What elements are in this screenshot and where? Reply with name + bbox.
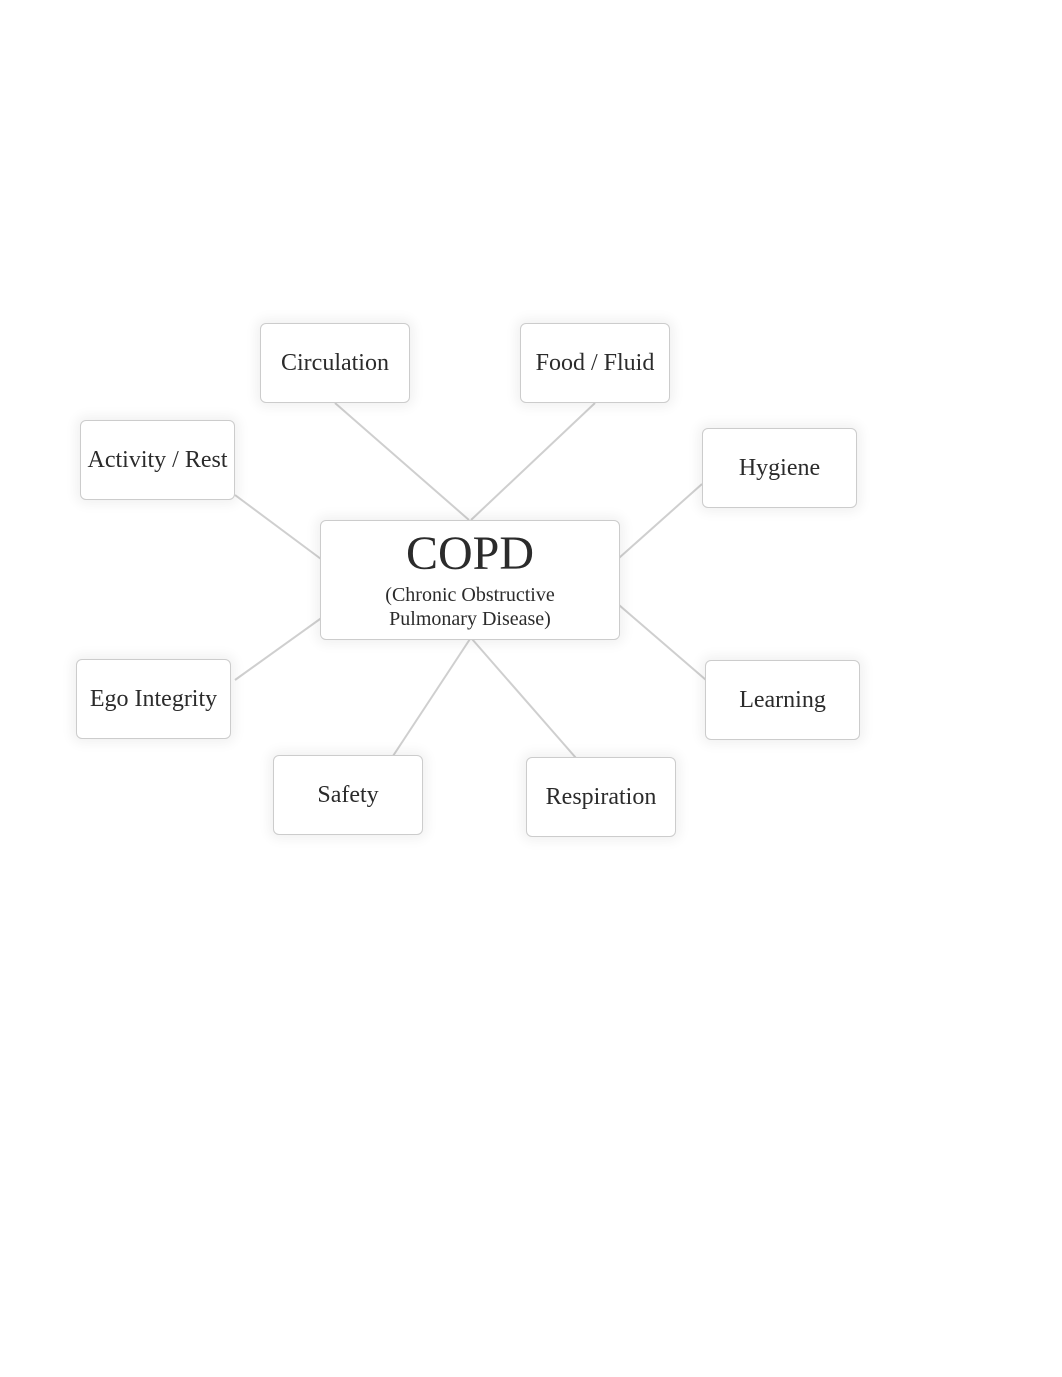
node-learning: Learning xyxy=(705,660,860,740)
node-label: Respiration xyxy=(546,784,657,811)
center-title: COPD xyxy=(406,529,534,579)
node-label: Learning xyxy=(739,687,826,714)
node-respiration: Respiration xyxy=(526,757,676,837)
node-circulation: Circulation xyxy=(260,323,410,403)
node-label: Food / Fluid xyxy=(536,350,655,377)
node-safety: Safety xyxy=(273,755,423,835)
node-label: Circulation xyxy=(281,350,389,377)
center-subtitle: (Chronic Obstructive Pulmonary Disease) xyxy=(385,583,554,631)
node-ego-integrity: Ego Integrity xyxy=(76,659,231,739)
node-hygiene: Hygiene xyxy=(702,428,857,508)
concept-map: COPD (Chronic Obstructive Pulmonary Dise… xyxy=(0,0,1062,1377)
node-label: Ego Integrity xyxy=(90,686,217,713)
node-activity-rest: Activity / Rest xyxy=(80,420,235,500)
node-label: Activity / Rest xyxy=(88,447,228,474)
node-label: Safety xyxy=(317,782,378,809)
node-label: Hygiene xyxy=(739,455,820,482)
center-node: COPD (Chronic Obstructive Pulmonary Dise… xyxy=(320,520,620,640)
node-food-fluid: Food / Fluid xyxy=(520,323,670,403)
